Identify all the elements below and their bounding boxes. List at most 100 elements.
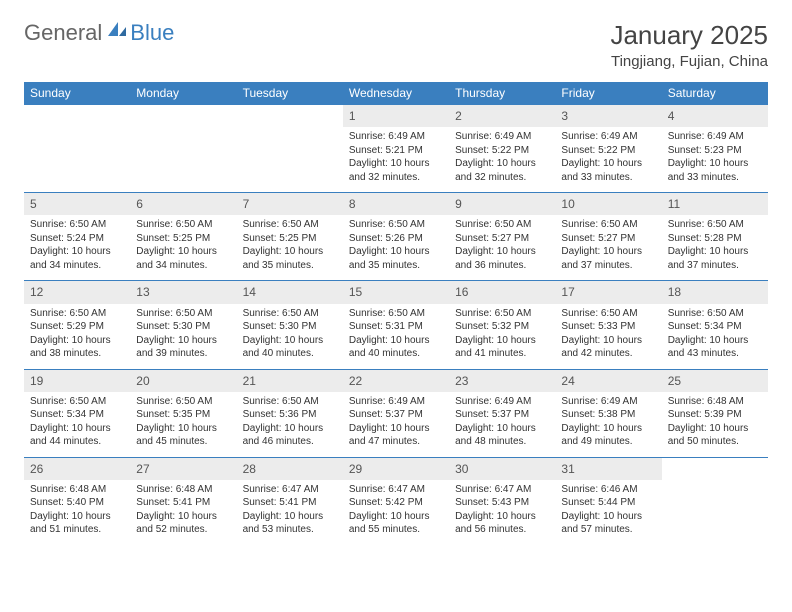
- day-number: 27: [130, 458, 236, 480]
- day-body: Sunrise: 6:50 AMSunset: 5:34 PMDaylight:…: [24, 392, 130, 457]
- calendar-day-cell: 2Sunrise: 6:49 AMSunset: 5:22 PMDaylight…: [449, 105, 555, 193]
- day-body: Sunrise: 6:50 AMSunset: 5:27 PMDaylight:…: [555, 215, 661, 280]
- sunrise-text: Sunrise: 6:50 AM: [243, 395, 337, 409]
- sunrise-text: Sunrise: 6:50 AM: [561, 218, 655, 232]
- daylight-text: Daylight: 10 hours and 36 minutes.: [455, 245, 549, 272]
- logo-sail-icon: [106, 20, 128, 38]
- sunrise-text: Sunrise: 6:50 AM: [30, 395, 124, 409]
- sunrise-text: Sunrise: 6:49 AM: [349, 395, 443, 409]
- sunset-text: Sunset: 5:27 PM: [455, 232, 549, 246]
- sunset-text: Sunset: 5:32 PM: [455, 320, 549, 334]
- calendar-day-cell: 17Sunrise: 6:50 AMSunset: 5:33 PMDayligh…: [555, 281, 661, 369]
- title-block: January 2025 Tingjiang, Fujian, China: [610, 20, 768, 70]
- calendar-day-cell: 16Sunrise: 6:50 AMSunset: 5:32 PMDayligh…: [449, 281, 555, 369]
- calendar-day-cell: 28Sunrise: 6:47 AMSunset: 5:41 PMDayligh…: [237, 457, 343, 545]
- calendar-day-cell: 23Sunrise: 6:49 AMSunset: 5:37 PMDayligh…: [449, 369, 555, 457]
- calendar-day-cell: 15Sunrise: 6:50 AMSunset: 5:31 PMDayligh…: [343, 281, 449, 369]
- sunrise-text: Sunrise: 6:50 AM: [243, 218, 337, 232]
- sunrise-text: Sunrise: 6:50 AM: [668, 307, 762, 321]
- sunset-text: Sunset: 5:34 PM: [30, 408, 124, 422]
- day-body: Sunrise: 6:49 AMSunset: 5:22 PMDaylight:…: [449, 127, 555, 192]
- sunrise-text: Sunrise: 6:50 AM: [349, 218, 443, 232]
- sunrise-text: Sunrise: 6:50 AM: [455, 218, 549, 232]
- day-number: 2: [449, 105, 555, 127]
- calendar-day-cell: 22Sunrise: 6:49 AMSunset: 5:37 PMDayligh…: [343, 369, 449, 457]
- sunset-text: Sunset: 5:33 PM: [561, 320, 655, 334]
- calendar-day-cell: 4Sunrise: 6:49 AMSunset: 5:23 PMDaylight…: [662, 105, 768, 193]
- daylight-text: Daylight: 10 hours and 33 minutes.: [561, 157, 655, 184]
- daylight-text: Daylight: 10 hours and 38 minutes.: [30, 334, 124, 361]
- sunrise-text: Sunrise: 6:50 AM: [136, 307, 230, 321]
- day-body: Sunrise: 6:47 AMSunset: 5:43 PMDaylight:…: [449, 480, 555, 545]
- calendar-day-cell: 10Sunrise: 6:50 AMSunset: 5:27 PMDayligh…: [555, 193, 661, 281]
- day-number: 17: [555, 281, 661, 303]
- calendar-week-row: 12Sunrise: 6:50 AMSunset: 5:29 PMDayligh…: [24, 281, 768, 369]
- calendar-day-cell: 1Sunrise: 6:49 AMSunset: 5:21 PMDaylight…: [343, 105, 449, 193]
- daylight-text: Daylight: 10 hours and 49 minutes.: [561, 422, 655, 449]
- calendar-day-cell: 6Sunrise: 6:50 AMSunset: 5:25 PMDaylight…: [130, 193, 236, 281]
- day-body: Sunrise: 6:48 AMSunset: 5:41 PMDaylight:…: [130, 480, 236, 545]
- day-body: Sunrise: 6:50 AMSunset: 5:32 PMDaylight:…: [449, 304, 555, 369]
- daylight-text: Daylight: 10 hours and 39 minutes.: [136, 334, 230, 361]
- calendar-day-cell: [237, 105, 343, 193]
- day-number: 4: [662, 105, 768, 127]
- calendar-day-cell: 25Sunrise: 6:48 AMSunset: 5:39 PMDayligh…: [662, 369, 768, 457]
- day-number: 21: [237, 370, 343, 392]
- calendar-day-cell: 21Sunrise: 6:50 AMSunset: 5:36 PMDayligh…: [237, 369, 343, 457]
- day-number: 23: [449, 370, 555, 392]
- calendar-day-cell: 11Sunrise: 6:50 AMSunset: 5:28 PMDayligh…: [662, 193, 768, 281]
- day-body: Sunrise: 6:50 AMSunset: 5:25 PMDaylight:…: [130, 215, 236, 280]
- sunset-text: Sunset: 5:25 PM: [136, 232, 230, 246]
- day-body: Sunrise: 6:50 AMSunset: 5:31 PMDaylight:…: [343, 304, 449, 369]
- calendar-day-cell: 3Sunrise: 6:49 AMSunset: 5:22 PMDaylight…: [555, 105, 661, 193]
- sunrise-text: Sunrise: 6:48 AM: [136, 483, 230, 497]
- calendar-day-cell: 7Sunrise: 6:50 AMSunset: 5:25 PMDaylight…: [237, 193, 343, 281]
- daylight-text: Daylight: 10 hours and 51 minutes.: [30, 510, 124, 537]
- day-number: 10: [555, 193, 661, 215]
- month-title: January 2025: [610, 20, 768, 51]
- header: General Blue January 2025 Tingjiang, Fuj…: [24, 20, 768, 70]
- day-number: 20: [130, 370, 236, 392]
- sunrise-text: Sunrise: 6:49 AM: [349, 130, 443, 144]
- sunrise-text: Sunrise: 6:47 AM: [243, 483, 337, 497]
- sunrise-text: Sunrise: 6:48 AM: [30, 483, 124, 497]
- day-body: Sunrise: 6:50 AMSunset: 5:27 PMDaylight:…: [449, 215, 555, 280]
- day-number: 31: [555, 458, 661, 480]
- day-body: Sunrise: 6:50 AMSunset: 5:30 PMDaylight:…: [130, 304, 236, 369]
- sunset-text: Sunset: 5:41 PM: [136, 496, 230, 510]
- daylight-text: Daylight: 10 hours and 35 minutes.: [243, 245, 337, 272]
- daylight-text: Daylight: 10 hours and 55 minutes.: [349, 510, 443, 537]
- day-body: [130, 111, 236, 170]
- day-body: Sunrise: 6:46 AMSunset: 5:44 PMDaylight:…: [555, 480, 661, 545]
- day-body: Sunrise: 6:49 AMSunset: 5:22 PMDaylight:…: [555, 127, 661, 192]
- sunrise-text: Sunrise: 6:50 AM: [136, 395, 230, 409]
- day-number: 3: [555, 105, 661, 127]
- sunrise-text: Sunrise: 6:47 AM: [349, 483, 443, 497]
- daylight-text: Daylight: 10 hours and 32 minutes.: [455, 157, 549, 184]
- day-number: 25: [662, 370, 768, 392]
- day-body: Sunrise: 6:49 AMSunset: 5:37 PMDaylight:…: [449, 392, 555, 457]
- calendar-day-cell: 20Sunrise: 6:50 AMSunset: 5:35 PMDayligh…: [130, 369, 236, 457]
- day-number: 19: [24, 370, 130, 392]
- sunrise-text: Sunrise: 6:50 AM: [349, 307, 443, 321]
- day-number: 14: [237, 281, 343, 303]
- day-number: 26: [24, 458, 130, 480]
- calendar-day-cell: 12Sunrise: 6:50 AMSunset: 5:29 PMDayligh…: [24, 281, 130, 369]
- sunset-text: Sunset: 5:29 PM: [30, 320, 124, 334]
- sunset-text: Sunset: 5:27 PM: [561, 232, 655, 246]
- calendar-day-cell: [662, 457, 768, 545]
- calendar-week-row: 19Sunrise: 6:50 AMSunset: 5:34 PMDayligh…: [24, 369, 768, 457]
- sunset-text: Sunset: 5:24 PM: [30, 232, 124, 246]
- weekday-header-row: Sunday Monday Tuesday Wednesday Thursday…: [24, 82, 768, 105]
- day-number: 9: [449, 193, 555, 215]
- sunset-text: Sunset: 5:40 PM: [30, 496, 124, 510]
- daylight-text: Daylight: 10 hours and 37 minutes.: [561, 245, 655, 272]
- day-body: Sunrise: 6:50 AMSunset: 5:36 PMDaylight:…: [237, 392, 343, 457]
- day-number: 13: [130, 281, 236, 303]
- sunset-text: Sunset: 5:30 PM: [243, 320, 337, 334]
- calendar-day-cell: 8Sunrise: 6:50 AMSunset: 5:26 PMDaylight…: [343, 193, 449, 281]
- day-body: Sunrise: 6:49 AMSunset: 5:23 PMDaylight:…: [662, 127, 768, 192]
- daylight-text: Daylight: 10 hours and 52 minutes.: [136, 510, 230, 537]
- daylight-text: Daylight: 10 hours and 46 minutes.: [243, 422, 337, 449]
- sunrise-text: Sunrise: 6:49 AM: [668, 130, 762, 144]
